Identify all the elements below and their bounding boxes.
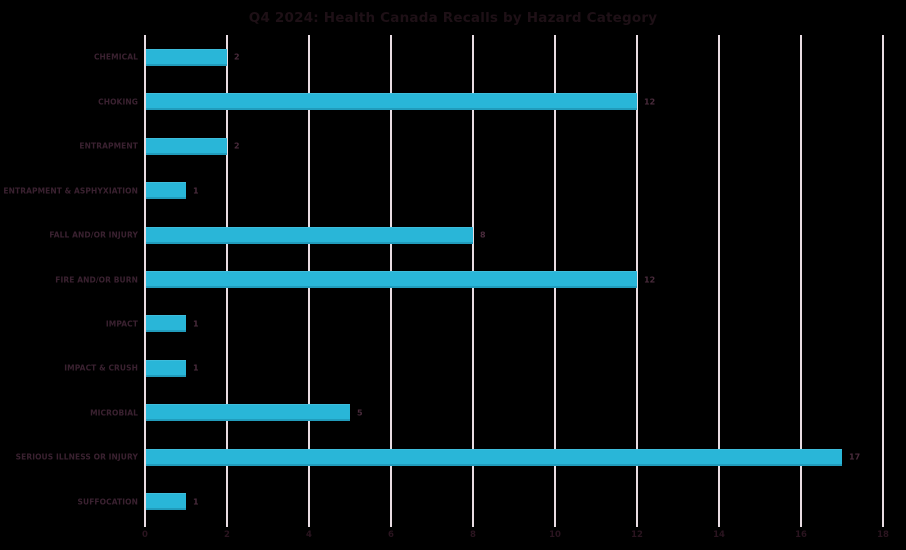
bar (146, 448, 842, 466)
x-tick-label: 12 (631, 530, 643, 540)
category-label: CHEMICAL (93, 52, 138, 62)
bar (146, 359, 186, 377)
value-label: 2 (234, 52, 240, 62)
bar (146, 48, 227, 66)
value-label: 8 (480, 230, 486, 240)
value-label: 2 (234, 141, 240, 151)
value-label: 1 (193, 363, 199, 373)
gridline (882, 35, 884, 527)
category-label: ENTRAPMENT & ASPHYXIATION (3, 186, 138, 196)
gridline (636, 35, 638, 527)
category-label: CHOKING (98, 97, 138, 107)
category-label: FIRE AND/OR BURN (55, 275, 138, 284)
x-tick-label: 14 (713, 530, 725, 540)
bar (146, 493, 186, 511)
x-tick-label: 4 (306, 530, 312, 540)
gridline (144, 35, 146, 527)
category-label: SERIOUS ILLNESS OR INJURY (15, 452, 138, 462)
bar (146, 404, 350, 422)
value-label: 17 (849, 452, 861, 462)
category-label: SUFFOCATION (77, 497, 138, 507)
value-label: 1 (193, 497, 199, 507)
gridline (718, 35, 720, 527)
category-label: FALL AND/OR INJURY (49, 230, 138, 240)
x-tick-label: 18 (877, 530, 889, 540)
x-tick-label: 16 (795, 530, 807, 540)
x-tick-label: 0 (142, 530, 148, 540)
x-tick-label: 2 (224, 530, 230, 540)
category-label: ENTRAPMENT (79, 141, 138, 151)
bar (146, 93, 637, 111)
x-tick-label: 10 (549, 530, 561, 540)
value-label: 12 (644, 275, 656, 284)
category-label: IMPACT (105, 319, 138, 329)
value-label: 1 (193, 319, 199, 329)
value-label: 5 (357, 408, 363, 418)
bar (146, 226, 473, 244)
category-label: IMPACT & CRUSH (64, 363, 138, 373)
category-label: MICROBIAL (90, 408, 138, 418)
x-tick-label: 6 (388, 530, 394, 540)
value-label: 1 (193, 186, 199, 196)
gridline (800, 35, 802, 527)
x-tick-label: 8 (470, 530, 476, 540)
value-label: 12 (644, 97, 656, 107)
bar (146, 315, 186, 333)
chart-title: Q4 2024: Health Canada Recalls by Hazard… (248, 10, 658, 26)
bar (146, 137, 227, 155)
bar (146, 182, 186, 200)
bar (146, 271, 637, 288)
